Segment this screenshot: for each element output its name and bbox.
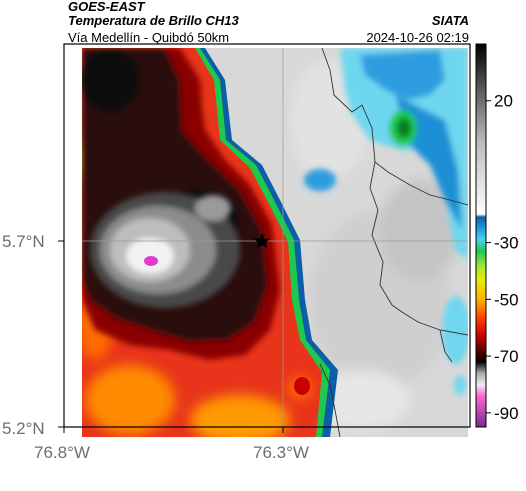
timestamp-label: 2024-10-26 02:19 (366, 30, 469, 45)
route-subtitle: Vía Medellín - Quibdó 50km (68, 30, 230, 45)
star-icon (253, 233, 271, 249)
colorbar-bar (475, 43, 487, 428)
colorbar-tick-label: -50 (494, 290, 519, 309)
border-lines (319, 48, 468, 437)
plot-frame (63, 43, 471, 428)
graticule (82, 48, 468, 437)
lon-axis: 76.8°W 76.3°W (34, 427, 309, 462)
colorbar-tick-label: -90 (494, 404, 519, 423)
colorbar-tick-label: -70 (494, 347, 519, 366)
colorbar-tick-label: -30 (494, 234, 519, 253)
blue-cloud-band (304, 48, 468, 395)
organization-label: SIATA (431, 13, 469, 28)
satellite-field (82, 48, 468, 437)
lon-tick-76.8: 76.8°W (34, 443, 90, 462)
colorbar: 20 -30 -50 -70 -90 (475, 43, 519, 428)
lat-tick-5.7: 5.7°N (2, 232, 45, 251)
satellite-title: GOES-EAST (68, 0, 145, 14)
colorbar-ticks: 20 -30 -50 -70 -90 (486, 92, 519, 423)
coldest-spot (144, 256, 158, 266)
overshooting-top (90, 192, 240, 308)
lat-tick-5.2: 5.2°N (2, 419, 45, 438)
colorbar-tick-label: 20 (494, 92, 513, 111)
lat-axis: 5.7°N 5.2°N (2, 232, 64, 438)
product-title: Temperatura de Brillo CH13 (68, 13, 239, 28)
lon-tick-76.3: 76.3°W (253, 443, 309, 462)
